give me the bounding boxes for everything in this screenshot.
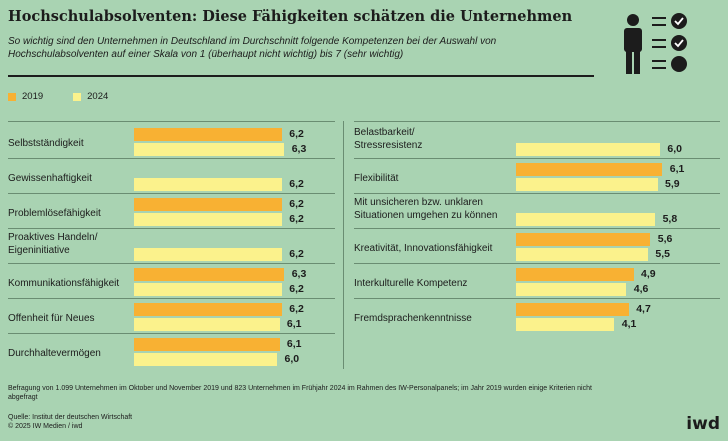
survey-footnote: Befragung von 1.099 Unternehmen im Oktob… [8,385,592,401]
category-separator [8,298,335,299]
category-label: Problemlösefähigkeit [8,208,101,219]
bar-2024 [134,248,282,261]
value-label: 6,1 [669,163,685,175]
value-label: 6,0 [284,353,300,365]
value-label: 6,2 [289,128,304,140]
category-separator [354,193,720,194]
legend-item-2024: 2024 [73,91,108,102]
value-label: 6,3 [291,143,307,155]
value-label: 5,8 [662,213,678,225]
value-label: 6,3 [291,268,307,280]
category-separator [8,263,335,264]
category-separator [354,228,720,229]
bar-2024 [516,318,615,331]
category-label: Offenheit für Neues [8,313,95,324]
value-label: 6,0 [667,143,682,155]
bar-2024 [134,143,285,156]
value-label: 4,9 [640,268,656,280]
category-separator [8,333,335,334]
category-label: Proaktives Handeln/Eigeninitiative [8,232,98,256]
category-separator [8,158,335,159]
value-label: 6,2 [289,248,304,260]
category-separator [354,158,720,159]
title-divider [8,75,594,77]
bar-2019 [134,198,282,211]
chart-panel-right: Belastbarkeit/Stressresistenz 6,0 Flexibil… [354,121,720,370]
bar-2024 [134,318,280,331]
category-label: Interkulturelle Kompetenz [354,278,468,289]
legend-label-2024: 2024 [87,91,109,102]
bar-2019 [516,163,663,176]
category-separator [354,263,720,264]
category-label: Belastbarkeit/Stressresistenz [354,127,423,151]
bar-2019 [134,303,282,316]
value-label: 6,1 [286,318,302,330]
bar-2024 [516,143,660,156]
bar-2024 [516,178,658,191]
category-label: Fremdsprachenkenntnisse [354,313,472,324]
value-label: 4,1 [621,318,637,330]
chart-subtitle: So wichtig sind den Unternehmen in Deuts… [8,36,497,60]
chart-legend: 2019 2024 [8,91,108,102]
category-label: Selbstständigkeit [8,138,84,149]
bar-2024 [516,283,627,296]
value-label: 6,2 [289,198,304,210]
legend-label-2019: 2019 [22,91,44,102]
legend-swatch-2024 [73,92,82,101]
legend-swatch-2019 [8,92,16,101]
column-divider [343,121,344,369]
category-label: Kreativität, Innovationsfähigkeit [354,243,493,254]
copyright-line: © 2025 IW Medien / iwd [8,423,83,430]
person-checklist-icon [620,12,690,79]
value-label: 5,5 [655,248,670,260]
bar-2019 [516,233,651,246]
value-label: 6,2 [289,178,304,190]
category-label: Gewissenhaftigkeit [8,173,92,184]
source-line: Quelle: Institut der deutschen Wirtschaf… [8,414,133,421]
category-label: Durchhaltevermögen [8,348,101,359]
bar-2019 [516,303,629,316]
category-label: Kommunikationsfähigkeit [8,278,120,289]
category-separator [8,193,335,194]
bar-2019 [516,268,634,281]
value-label: 6,2 [289,303,304,315]
value-label: 6,2 [289,213,304,225]
value-label: 6,2 [289,283,304,295]
value-label: 5,9 [664,178,680,190]
category-label: Mit unsicheren bzw. unklaren Situationen … [354,197,498,221]
category-separator [8,228,335,229]
category-label: Flexibilität [354,173,399,184]
bar-2024 [134,353,278,366]
chart-title: Hochschulabsolventen: Diese Fähigkeiten … [8,8,573,25]
iwd-logo: iwd [686,414,720,434]
value-label: 4,6 [633,283,649,295]
value-label: 5,6 [657,233,673,245]
legend-item-2019: 2019 [8,91,43,102]
chart-panel-left: Selbstständigkeit 6,2 6,3 Gewissenhaftigkei… [8,121,335,370]
bar-2019 [134,338,280,351]
source-note: Quelle: Institut der deutschen Wirtschaf… [8,413,132,431]
bar-2024 [134,178,282,191]
bar-2024 [134,283,282,296]
bar-2019 [134,128,282,141]
bar-2024 [516,213,656,226]
bar-2019 [134,268,285,281]
value-label: 4,7 [636,303,651,315]
bar-2024 [134,213,282,226]
category-separator [354,298,720,299]
value-label: 6,1 [286,338,302,350]
bar-2024 [516,248,648,261]
